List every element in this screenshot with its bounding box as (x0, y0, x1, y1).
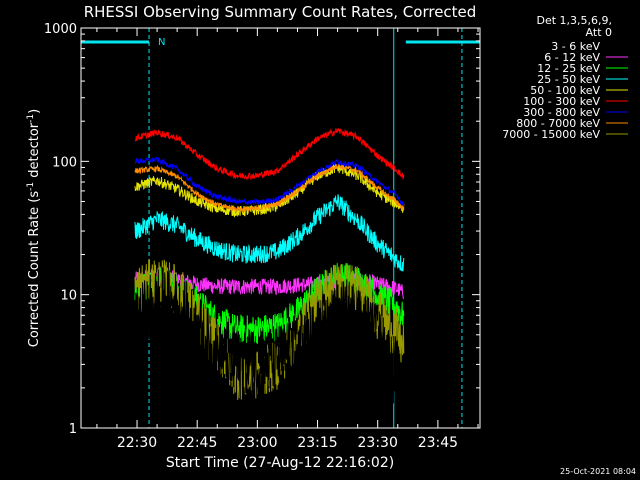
legend-label: 800 - 7000 keV (516, 117, 600, 130)
y-tick-label: 100 (52, 155, 77, 170)
y-label-part: ) (27, 109, 42, 114)
legend-label: 50 - 100 keV (530, 84, 600, 97)
y-axis-label: Corrected Count Rate (s-1 detector-1) (26, 109, 42, 347)
x-tick-label: 23:15 (297, 435, 337, 451)
y-label-superscript: -1 (26, 182, 36, 191)
legend-header: Det 1,3,5,6,9, (536, 14, 612, 27)
timestamp: 25-Oct-2021 08:04 (560, 467, 636, 476)
x-tick-label: 22:30 (117, 435, 157, 451)
chart-title: RHESSI Observing Summary Count Rates, Co… (84, 3, 477, 21)
axes: 1 10 100 1000 22:30 22:45 23:00 23:15 23:30 23:45 (44, 22, 480, 451)
x-tick-label: 23:45 (418, 435, 458, 451)
y-label-part: Corrected Count Rate (s (27, 191, 42, 348)
y-label-superscript: -1 (26, 114, 36, 123)
legend-header: Att 0 (586, 26, 612, 39)
x-tick-label: 23:00 (237, 435, 277, 451)
legend-label: 6 - 12 keV (544, 51, 600, 64)
series-line (134, 194, 405, 272)
legend-label: 7000 - 15000 keV (502, 128, 600, 141)
y-tick-label: 1000 (44, 22, 77, 37)
x-tick-label: 22:45 (177, 435, 217, 451)
series-line (134, 156, 405, 208)
x-axis-label: Start Time (27-Aug-12 22:16:02) (166, 455, 394, 471)
legend-label: 25 - 50 keV (537, 73, 600, 86)
night-flag-label: N (158, 37, 165, 48)
plot-frame (80, 27, 481, 429)
y-tick-label: 1 (69, 422, 77, 437)
x-tick-label: 23:30 (358, 435, 398, 451)
legend-label: 100 - 300 keV (523, 95, 600, 108)
y-label-part: detector (27, 122, 42, 182)
legend-label: 3 - 6 keV (551, 40, 600, 53)
y-tick-label: 10 (60, 289, 77, 304)
series-lines (134, 128, 405, 427)
legend-label: 12 - 25 keV (537, 62, 600, 75)
series-line (134, 267, 405, 427)
legend-label: 300 - 800 keV (523, 106, 600, 119)
series-line (134, 128, 405, 181)
